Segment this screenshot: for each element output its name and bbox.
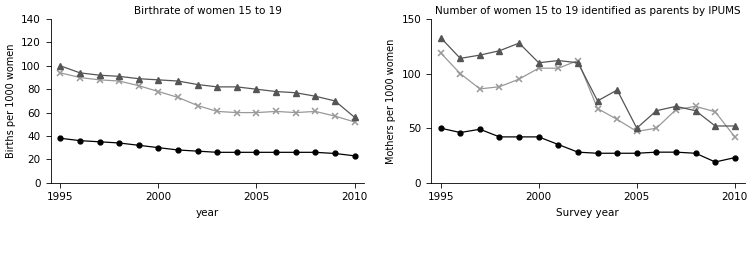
X-axis label: year: year: [196, 208, 219, 218]
Y-axis label: Mothers per 1000 women: Mothers per 1000 women: [386, 38, 396, 164]
X-axis label: Survey year: Survey year: [556, 208, 619, 218]
Y-axis label: Births per 1000 women: Births per 1000 women: [5, 44, 16, 158]
Title: Birthrate of women 15 to 19: Birthrate of women 15 to 19: [134, 5, 282, 16]
Title: Number of women 15 to 19 identified as parents by IPUMS: Number of women 15 to 19 identified as p…: [435, 5, 741, 16]
